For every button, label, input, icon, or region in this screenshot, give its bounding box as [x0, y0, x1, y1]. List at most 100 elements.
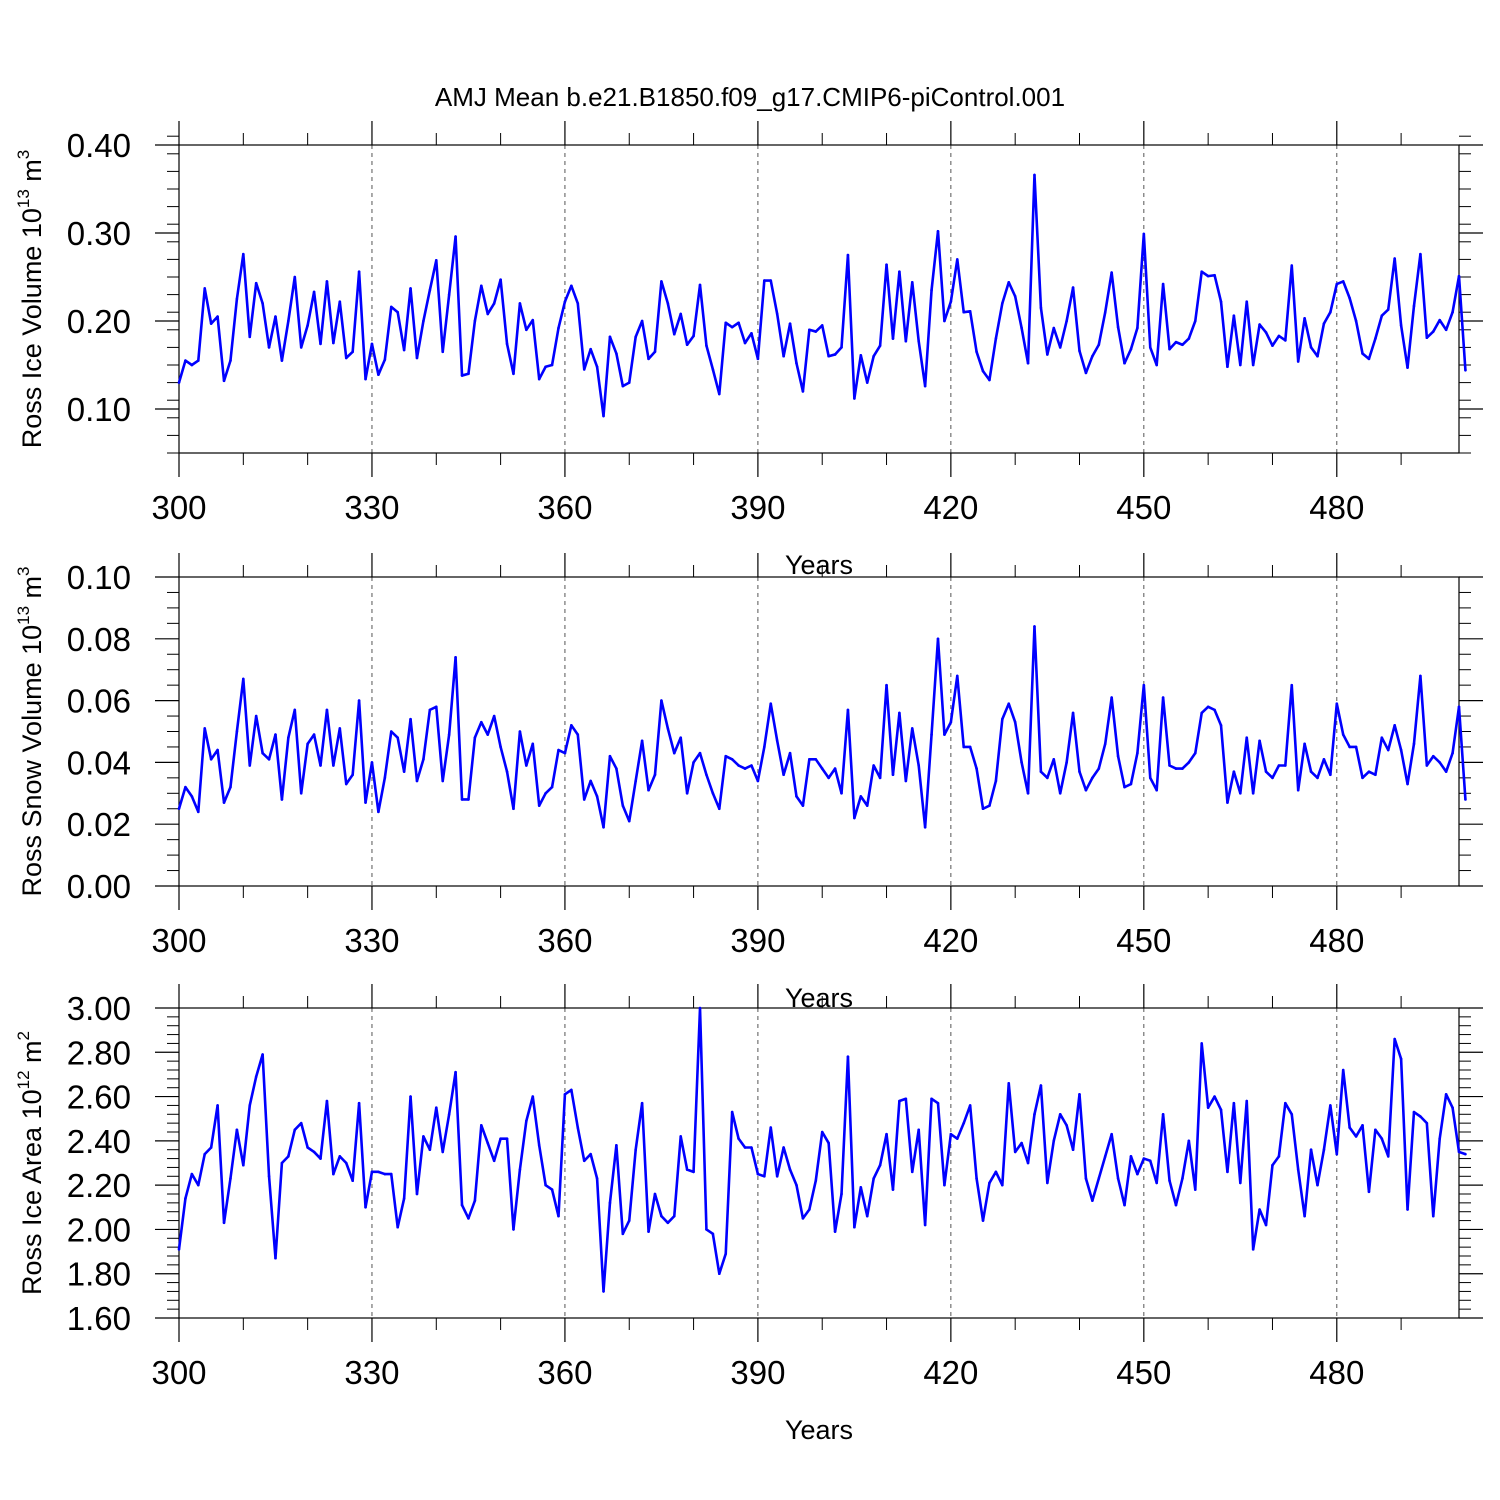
data-point — [1200, 1042, 1204, 1045]
data-point — [196, 1183, 200, 1187]
data-point — [936, 1101, 940, 1105]
data-point — [1052, 1139, 1056, 1143]
data-point — [332, 1172, 335, 1176]
data-point — [840, 792, 843, 795]
data-point — [1136, 326, 1139, 330]
data-point — [730, 1110, 734, 1114]
data-point — [898, 1099, 901, 1103]
data-point — [486, 1141, 490, 1145]
data-point — [698, 283, 702, 287]
data-point — [595, 1177, 599, 1180]
data-point — [1412, 304, 1416, 308]
data-point — [377, 373, 380, 376]
data-point — [525, 764, 528, 767]
data-point — [904, 779, 908, 783]
data-point — [1026, 1161, 1030, 1165]
data-point — [184, 1197, 187, 1200]
data-point — [216, 315, 219, 318]
data-point — [743, 1146, 747, 1149]
data-point — [1264, 770, 1268, 773]
data-point — [1193, 751, 1197, 755]
data-point — [615, 767, 618, 770]
data-point — [1001, 1183, 1004, 1187]
data-point — [1335, 1152, 1339, 1156]
data-point — [1296, 1168, 1300, 1171]
data-point — [1245, 300, 1249, 303]
data-point — [718, 392, 721, 396]
data-point — [1148, 346, 1152, 349]
data-point — [396, 736, 399, 739]
data-point — [338, 300, 342, 303]
y-tick-label: 0.10 — [67, 559, 131, 596]
data-point — [1097, 767, 1101, 770]
data-point — [1251, 792, 1255, 795]
data-point — [853, 816, 856, 820]
data-point — [763, 279, 766, 282]
data-point — [795, 361, 798, 365]
data-point — [1412, 1110, 1416, 1114]
data-point — [364, 377, 367, 381]
data-point — [705, 344, 708, 347]
data-point — [460, 1203, 464, 1207]
data-point — [299, 1121, 303, 1125]
data-point — [756, 779, 760, 783]
data-point — [750, 1146, 753, 1149]
data-point — [724, 754, 728, 758]
data-point — [943, 1183, 946, 1187]
data-point — [1193, 1188, 1197, 1191]
data-point — [351, 773, 354, 777]
data-point — [563, 751, 567, 755]
data-point — [705, 1228, 708, 1231]
data-point — [1013, 1150, 1017, 1154]
data-point — [422, 1135, 425, 1138]
data-point — [1425, 1121, 1429, 1125]
data-point — [447, 733, 451, 736]
data-point — [1200, 711, 1204, 715]
data-point — [1226, 1170, 1229, 1174]
data-point — [512, 1228, 515, 1231]
data-point — [653, 1192, 657, 1196]
data-point — [1039, 770, 1043, 773]
data-point — [531, 318, 535, 322]
data-point — [332, 341, 335, 345]
data-point — [1116, 325, 1120, 329]
data-point — [801, 390, 805, 393]
data-point — [325, 708, 329, 712]
data-point — [460, 798, 464, 801]
data-point — [1071, 286, 1075, 289]
data-point — [872, 1177, 875, 1180]
data-point — [1116, 754, 1120, 758]
data-point — [1258, 323, 1261, 326]
data-point — [1123, 1203, 1126, 1207]
data-point — [531, 1095, 535, 1098]
data-point — [955, 674, 959, 678]
data-point — [338, 1155, 342, 1158]
data-point — [1284, 1101, 1287, 1105]
data-point — [981, 1219, 985, 1222]
data-point — [389, 1172, 393, 1176]
data-point — [891, 1188, 895, 1191]
data-point — [1232, 314, 1236, 318]
y-tick-label: 2.80 — [67, 1034, 131, 1071]
data-point — [827, 354, 830, 358]
data-point — [1348, 745, 1351, 749]
data-point — [692, 334, 695, 338]
data-point — [299, 792, 303, 795]
data-point — [338, 727, 342, 730]
data-point — [1277, 334, 1281, 338]
data-point — [209, 758, 213, 761]
data-point — [975, 767, 978, 770]
data-point — [917, 764, 920, 767]
data-point — [396, 1225, 399, 1229]
y-tick-label: 0.30 — [67, 215, 131, 252]
data-point — [975, 350, 978, 354]
y-tick-label: 3.00 — [67, 990, 131, 1027]
data-point — [1245, 736, 1249, 739]
data-point — [943, 733, 946, 736]
data-point — [608, 335, 612, 339]
data-point — [1367, 770, 1371, 773]
data-point — [1457, 274, 1461, 278]
plot-frame — [178, 576, 1460, 887]
x-tick-label-480: 480 — [1309, 1354, 1364, 1391]
data-point — [1103, 1155, 1107, 1158]
